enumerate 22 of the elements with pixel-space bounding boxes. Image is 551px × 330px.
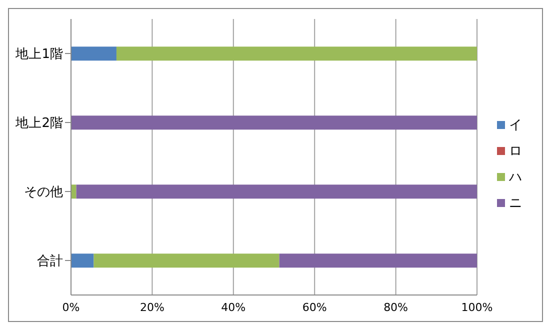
legend-label: ハ bbox=[509, 170, 522, 185]
x-tick-label: 80% bbox=[384, 300, 408, 314]
bar bbox=[71, 116, 477, 130]
bar bbox=[279, 254, 477, 268]
bar bbox=[71, 46, 116, 61]
bar bbox=[116, 46, 477, 61]
bar bbox=[71, 184, 76, 199]
x-tick-label: 0% bbox=[62, 300, 80, 314]
legend-label: イ bbox=[509, 118, 522, 133]
x-tick-label: 40% bbox=[221, 300, 246, 314]
legend-label: ロ bbox=[509, 144, 522, 159]
y-tick-label: 地上2階 bbox=[14, 116, 63, 132]
bar bbox=[76, 184, 477, 199]
y-tick-label: その他 bbox=[24, 185, 63, 200]
bar bbox=[71, 254, 94, 268]
y-tick-label: 合計 bbox=[37, 254, 63, 270]
x-tick-label: 100% bbox=[461, 300, 493, 314]
y-tick-label: 地上1階 bbox=[14, 47, 63, 62]
bar bbox=[94, 254, 280, 268]
x-tick-label: 60% bbox=[302, 300, 327, 314]
x-tick-label: 20% bbox=[140, 300, 164, 314]
legend-label: ニ bbox=[509, 196, 522, 211]
